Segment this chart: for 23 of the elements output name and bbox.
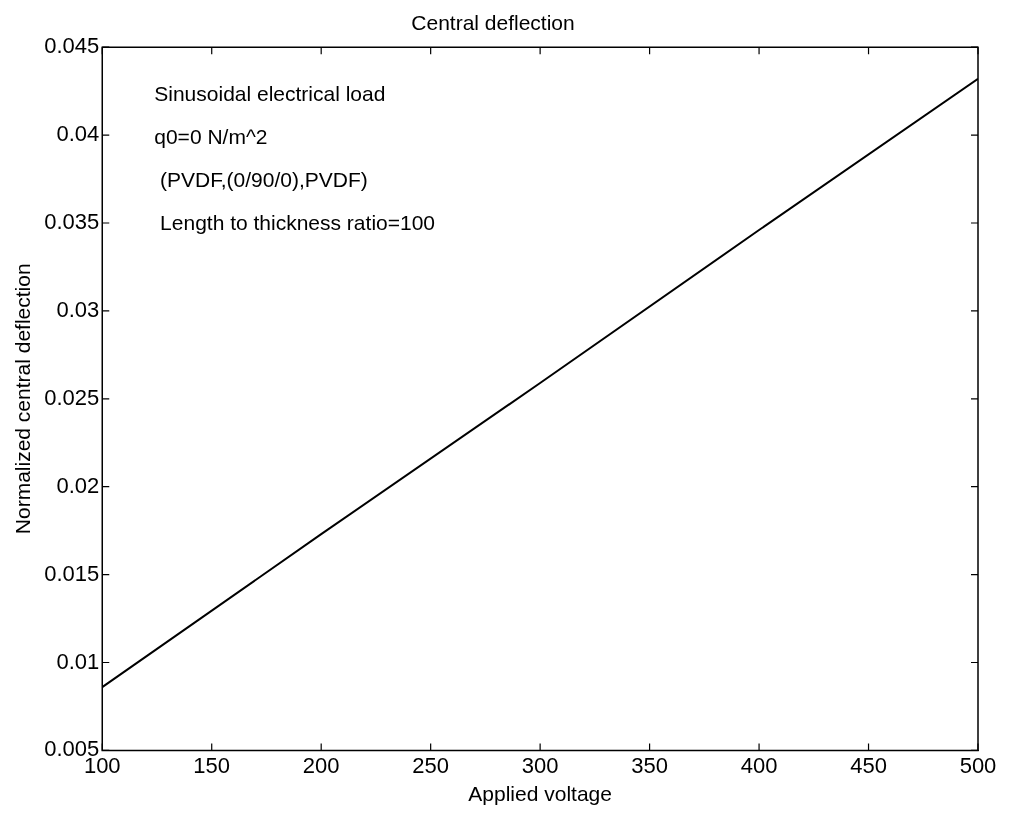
x-tick-label: 450 xyxy=(850,752,887,778)
x-tick-label: 250 xyxy=(412,752,450,778)
x-tick-label: 150 xyxy=(193,752,231,778)
x-tick-label: 400 xyxy=(740,752,778,778)
y-tick-label: 0.015 xyxy=(44,560,100,586)
y-tick-label: 0.03 xyxy=(56,296,100,322)
y-tick-label: 0.035 xyxy=(44,209,100,235)
annotation: Sinusoidal electrical load xyxy=(154,82,386,105)
x-tick-label: 350 xyxy=(631,752,668,778)
y-tick-label: 0.045 xyxy=(44,33,100,59)
x-tick-label: 300 xyxy=(521,752,559,778)
x-tick-label: 500 xyxy=(959,752,997,778)
annotation: (PVDF,(0/90/0),PVDF) xyxy=(154,168,368,191)
chart-title: Central deflection xyxy=(411,11,575,35)
x-axis-title: Applied voltage xyxy=(468,782,612,806)
annotation: Length to thickness ratio=100 xyxy=(154,211,436,234)
y-tick-label: 0.025 xyxy=(44,384,100,410)
y-tick-label: 0.04 xyxy=(56,121,100,147)
annotation: q0=0 N/m^2 xyxy=(154,125,268,148)
y-tick-label: 0.01 xyxy=(56,648,100,674)
y-axis-title: Normalized central deflection xyxy=(11,263,35,535)
x-tick-label: 200 xyxy=(302,752,340,778)
y-tick-label: 0.02 xyxy=(56,472,100,498)
